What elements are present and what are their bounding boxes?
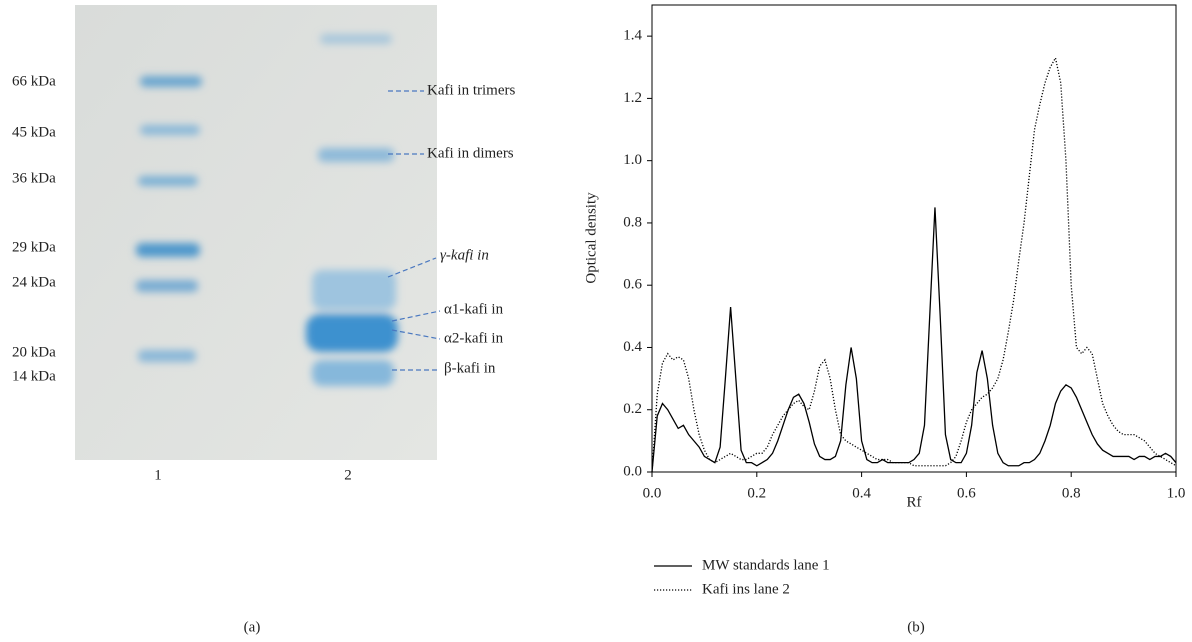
lane-label: 1	[154, 467, 162, 483]
y-tick-label: 0.4	[623, 339, 642, 355]
y-tick-label: 0.8	[623, 214, 642, 230]
mw-label: 36 kDa	[12, 170, 56, 186]
x-axis-label: Rf	[907, 494, 922, 510]
band-annotation: γ-kafi in	[440, 247, 489, 263]
band-annotation: Kafi in dimers	[427, 145, 514, 161]
y-tick-label: 1.2	[623, 90, 642, 106]
mw-label: 29 kDa	[12, 239, 56, 255]
y-axis-label: Optical density	[583, 192, 599, 284]
y-tick-label: 0.2	[623, 401, 642, 417]
band-annotation: α1-kafi in	[444, 301, 504, 317]
gel-image	[75, 5, 437, 460]
mw-label: 24 kDa	[12, 274, 56, 290]
annotation-line	[387, 257, 437, 278]
y-tick-label: 0.0	[623, 463, 642, 479]
band-annotation: Kafi in trimers	[427, 82, 515, 98]
band-annotation: α2-kafi in	[444, 330, 504, 346]
mw-label: 45 kDa	[12, 124, 56, 140]
annotation-line	[391, 329, 441, 340]
lane-label: 2	[344, 467, 352, 483]
x-tick-label: 0.0	[643, 485, 662, 501]
line-chart: (b) Rf Optical density 0.0 0.2 0.4 0.6 0.8 1.…	[583, 4, 1186, 635]
x-tick-label: 0.8	[1062, 485, 1081, 501]
mw-label: 66 kDa	[12, 73, 56, 89]
legend-label: MW standards lane 1	[702, 557, 830, 573]
panel-label: (b)	[907, 619, 925, 635]
y-tick-label: 1.0	[623, 152, 642, 168]
gel-panel: 66 kDa 45 kDa 36 kDa 29 kDa 24 kDa 20 kD…	[12, 5, 515, 635]
annotation-line	[391, 310, 441, 322]
plot-frame	[651, 4, 1177, 473]
mw-label: 20 kDa	[12, 344, 56, 360]
gel-bands	[136, 34, 398, 386]
legend-label: Kafi ins lane 2	[702, 581, 790, 597]
x-tick-label: 1.0	[1167, 485, 1186, 501]
panel-label: (a)	[244, 619, 261, 635]
y-tick-label: 1.4	[623, 28, 642, 44]
x-tick-label: 0.2	[747, 485, 766, 501]
band-annotation: β-kafi in	[444, 360, 496, 376]
mw-label: 14 kDa	[12, 368, 56, 384]
data-line	[651, 207, 1177, 473]
data-line	[651, 56, 1177, 473]
y-tick-label: 0.6	[623, 277, 642, 293]
x-tick-label: 0.4	[852, 485, 871, 501]
x-tick-label: 0.6	[957, 485, 976, 501]
